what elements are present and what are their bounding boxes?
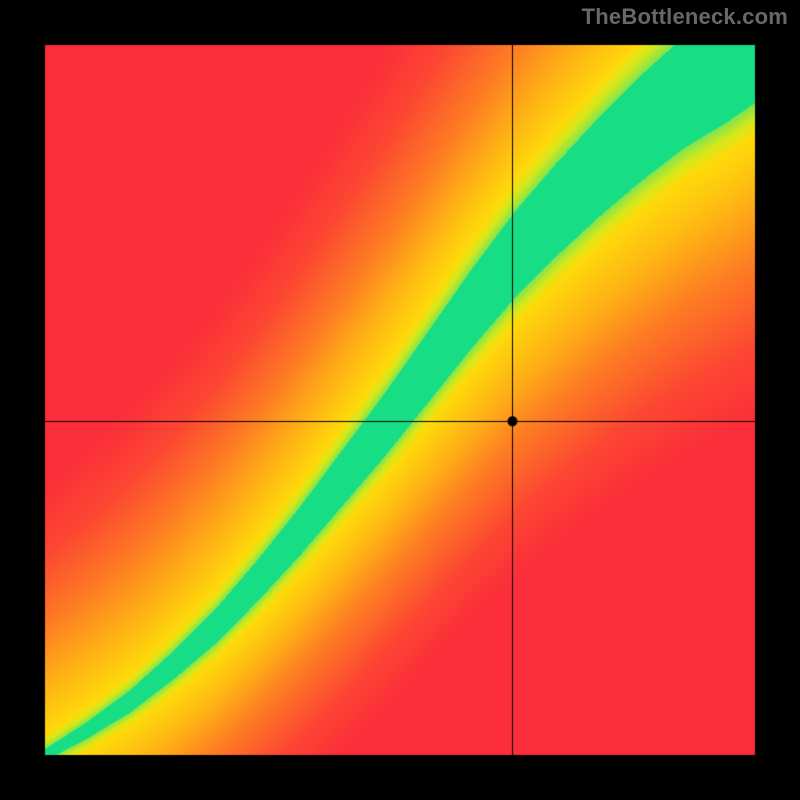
bottleneck-heatmap — [0, 0, 800, 800]
watermark-text: TheBottleneck.com — [582, 4, 788, 30]
chart-container: TheBottleneck.com — [0, 0, 800, 800]
